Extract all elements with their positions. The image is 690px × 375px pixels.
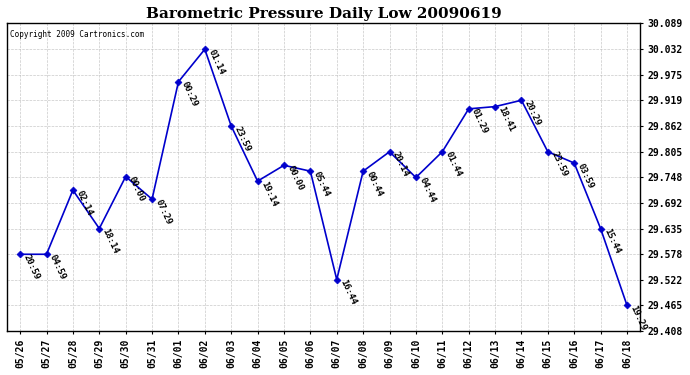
Text: 23:59: 23:59 [233,124,252,153]
Text: 20:14: 20:14 [391,150,411,178]
Text: 04:59: 04:59 [48,253,68,281]
Text: 20:59: 20:59 [21,253,41,281]
Text: 00:44: 00:44 [364,170,384,198]
Text: 04:44: 04:44 [417,176,437,204]
Text: 00:00: 00:00 [286,164,305,192]
Text: 00:00: 00:00 [127,175,146,203]
Text: 19:14: 19:14 [259,180,279,208]
Text: 03:59: 03:59 [575,162,595,190]
Text: 07:29: 07:29 [153,198,173,226]
Text: 16:44: 16:44 [338,278,357,306]
Text: 23:59: 23:59 [549,150,569,178]
Text: 18:14: 18:14 [101,227,120,255]
Text: 01:14: 01:14 [206,48,226,76]
Text: 05:44: 05:44 [312,170,331,198]
Text: 19:29: 19:29 [629,304,648,332]
Text: Copyright 2009 Cartronics.com: Copyright 2009 Cartronics.com [10,30,144,39]
Text: 01:29: 01:29 [470,108,490,136]
Text: 02:14: 02:14 [75,189,94,217]
Title: Barometric Pressure Daily Low 20090619: Barometric Pressure Daily Low 20090619 [146,7,502,21]
Text: 01:44: 01:44 [444,150,463,178]
Text: 20:29: 20:29 [523,99,542,127]
Text: 00:29: 00:29 [180,80,199,108]
Text: 15:44: 15:44 [602,227,622,255]
Text: 18:41: 18:41 [496,105,516,134]
